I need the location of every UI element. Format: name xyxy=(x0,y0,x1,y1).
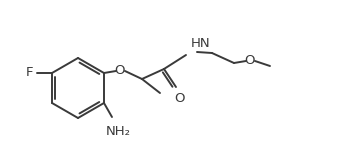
Text: F: F xyxy=(26,66,33,80)
Text: HN: HN xyxy=(191,37,211,50)
Text: O: O xyxy=(245,55,255,68)
Text: O: O xyxy=(175,92,185,105)
Text: O: O xyxy=(115,65,125,77)
Text: NH₂: NH₂ xyxy=(105,125,131,138)
